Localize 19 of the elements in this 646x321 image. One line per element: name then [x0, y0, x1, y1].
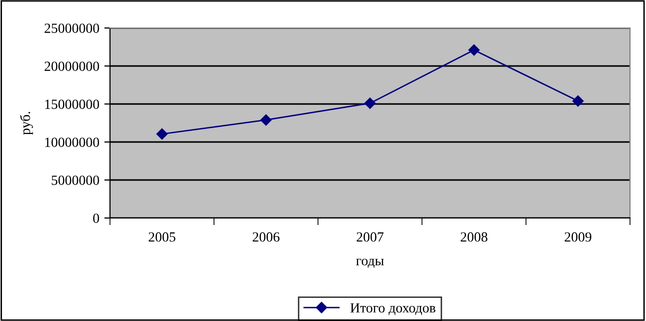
- x-tick-label: 2007: [356, 232, 384, 242]
- x-tick-label: 2006: [252, 232, 280, 242]
- y-tick-label: 20000000: [44, 62, 100, 71]
- y-axis-title: руб.: [20, 112, 33, 135]
- point: [364, 98, 376, 109]
- point: [468, 44, 480, 56]
- point: [572, 95, 584, 107]
- y-tick-label: 25000000: [44, 24, 100, 33]
- y-tick-label: 0: [93, 214, 100, 223]
- y-tick-label: 5000000: [52, 176, 100, 185]
- x-axis-title: годы: [356, 258, 384, 268]
- x-tick-label: 2008: [460, 232, 488, 242]
- point: [156, 128, 168, 140]
- x-tick-label: 2005: [148, 232, 176, 242]
- point: [260, 114, 272, 126]
- x-tick-label: 2009: [564, 232, 592, 242]
- legend-label: Итого доходов: [350, 303, 436, 316]
- y-tick-label: 15000000: [45, 100, 100, 109]
- y-tick-label: 10000000: [45, 138, 100, 147]
